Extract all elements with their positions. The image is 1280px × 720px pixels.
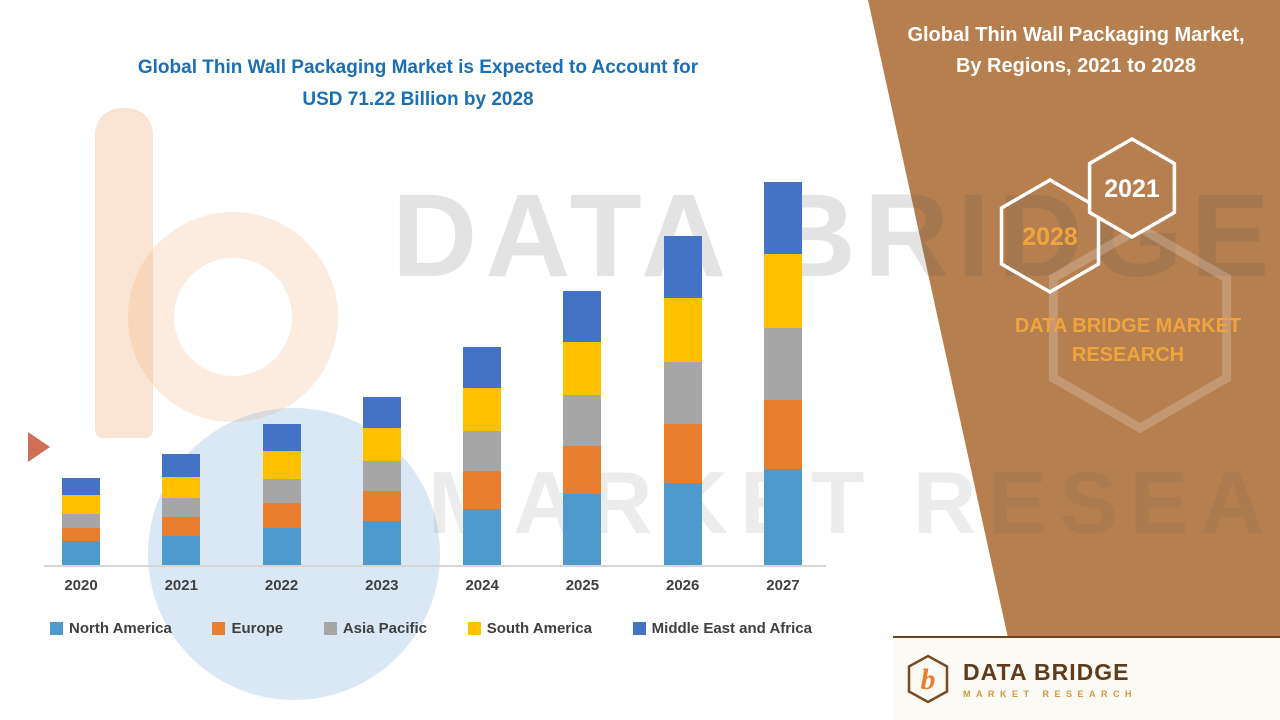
x-label-2025: 2025 bbox=[565, 577, 600, 594]
footer-strip: b DATA BRIDGE MARKET RESEARCH bbox=[893, 636, 1280, 720]
legend-item-south-america: South America bbox=[467, 620, 592, 637]
bar-segment-north-america-2025 bbox=[563, 494, 602, 565]
bar-segment-europe-2023 bbox=[362, 491, 401, 521]
watermark-logo-triangle bbox=[28, 432, 50, 462]
legend-label-middle-east-and-africa: Middle East and Africa bbox=[651, 620, 812, 637]
bar-segment-middle-east-and-africa-2022 bbox=[262, 423, 301, 452]
bar-segment-europe-2025 bbox=[563, 446, 602, 495]
bar-segment-middle-east-and-africa-2021 bbox=[162, 454, 201, 477]
bar-segment-north-america-2026 bbox=[663, 482, 702, 565]
x-axis-line bbox=[44, 565, 826, 567]
panel-brand-line1: DATA BRIDGE MARKET bbox=[1014, 315, 1242, 337]
bar-segment-south-america-2027 bbox=[763, 253, 802, 328]
legend-swatch-middle-east-and-africa bbox=[632, 622, 646, 635]
x-label-2024: 2024 bbox=[465, 577, 499, 594]
legend-label-europe: Europe bbox=[231, 620, 284, 637]
logo-hexagon-outline bbox=[907, 654, 949, 704]
legend-label-north-america: North America bbox=[69, 620, 172, 637]
bar-segment-south-america-2024 bbox=[463, 388, 502, 431]
x-label-2021: 2021 bbox=[164, 577, 198, 594]
bar-segment-middle-east-and-africa-2027 bbox=[763, 182, 802, 254]
bar-segment-asia-pacific-2022 bbox=[262, 478, 301, 504]
x-axis-labels: 2020 2021 2022 2023 2024 2025 2026 2027 bbox=[48, 577, 816, 594]
bar-segment-middle-east-and-africa-2025 bbox=[563, 291, 602, 343]
x-label-2027: 2027 bbox=[766, 577, 800, 594]
bar-segment-north-america-2022 bbox=[262, 527, 301, 565]
bar-segment-north-america-2020 bbox=[62, 541, 100, 565]
x-label-2022: 2022 bbox=[264, 577, 299, 594]
bar-2025 bbox=[563, 291, 602, 565]
panel-brand: DATA BRIDGE MARKET RESEARCH bbox=[977, 312, 1279, 370]
x-label-2023: 2023 bbox=[365, 577, 399, 594]
year-hexagons: 2028 2021 bbox=[999, 136, 1177, 295]
legend-item-middle-east-and-africa: Middle East and Africa bbox=[632, 620, 812, 637]
x-label-2026: 2026 bbox=[666, 577, 700, 594]
bar-segment-europe-2027 bbox=[763, 399, 802, 469]
bars-container bbox=[48, 182, 816, 565]
hexagon-2021-icon bbox=[1087, 136, 1177, 240]
bar-segment-asia-pacific-2021 bbox=[162, 497, 201, 517]
legend-swatch-north-america bbox=[50, 622, 63, 635]
bar-segment-middle-east-and-africa-2026 bbox=[663, 236, 702, 299]
bar-segment-south-america-2021 bbox=[162, 476, 201, 498]
bar-segment-north-america-2024 bbox=[463, 509, 502, 565]
footer-brand-block: DATA BRIDGE MARKET RESEARCH bbox=[963, 659, 1137, 699]
legend-item-europe: Europe bbox=[212, 620, 283, 637]
bar-segment-south-america-2025 bbox=[563, 342, 602, 396]
bar-segment-south-america-2020 bbox=[62, 495, 100, 515]
legend-label-asia-pacific: Asia Pacific bbox=[342, 620, 428, 637]
footer-brand-name: DATA BRIDGE bbox=[963, 659, 1130, 685]
chart-title-line2: USD 71.22 Billion by 2028 bbox=[302, 89, 534, 111]
bar-2024 bbox=[463, 347, 502, 565]
bar-segment-europe-2024 bbox=[463, 470, 502, 509]
bar-segment-europe-2020 bbox=[62, 527, 100, 542]
footer-brand-tagline: MARKET RESEARCH bbox=[963, 689, 1138, 699]
legend-swatch-europe bbox=[212, 622, 226, 635]
bar-segment-north-america-2027 bbox=[763, 469, 802, 565]
bar-2027 bbox=[763, 182, 802, 565]
panel-brand-line2: RESEARCH bbox=[1071, 344, 1185, 366]
bar-segment-middle-east-and-africa-2020 bbox=[62, 477, 100, 496]
hexagon-back-year-label: 2028 bbox=[1022, 223, 1078, 251]
data-bridge-logo-icon: b bbox=[907, 654, 949, 704]
x-label-2020: 2020 bbox=[64, 577, 98, 594]
bar-segment-asia-pacific-2026 bbox=[663, 361, 702, 424]
bar-segment-south-america-2023 bbox=[362, 427, 401, 461]
legend-swatch-south-america bbox=[467, 622, 481, 635]
hexagon-front-year-label: 2021 bbox=[1104, 175, 1160, 203]
chart-title: Global Thin Wall Packaging Market is Exp… bbox=[48, 52, 788, 117]
bar-2021 bbox=[162, 454, 201, 565]
legend-item-asia-pacific: Asia Pacific bbox=[323, 620, 428, 637]
bar-segment-middle-east-and-africa-2024 bbox=[463, 347, 502, 389]
bar-segment-europe-2022 bbox=[262, 503, 301, 528]
bar-segment-south-america-2022 bbox=[262, 451, 301, 479]
panel-heading-line2: By Regions, 2021 to 2028 bbox=[955, 55, 1197, 77]
legend-item-north-america: North America bbox=[50, 620, 172, 637]
bar-segment-south-america-2026 bbox=[663, 298, 702, 362]
bar-2020 bbox=[62, 477, 100, 565]
bar-segment-asia-pacific-2027 bbox=[763, 327, 802, 400]
chart-legend: North America Europe Asia Pacific South Ame… bbox=[50, 620, 812, 637]
bar-segment-asia-pacific-2023 bbox=[362, 460, 401, 492]
legend-label-south-america: South America bbox=[486, 620, 592, 637]
chart-title-line1: Global Thin Wall Packaging Market is Exp… bbox=[137, 57, 699, 78]
bar-segment-europe-2021 bbox=[162, 516, 201, 536]
bar-segment-north-america-2021 bbox=[162, 535, 201, 565]
bar-segment-middle-east-and-africa-2023 bbox=[362, 396, 401, 428]
bar-segment-europe-2026 bbox=[663, 423, 702, 483]
logo-b-glyph: b bbox=[921, 663, 936, 696]
bar-2026 bbox=[663, 236, 702, 565]
legend-swatch-asia-pacific bbox=[323, 622, 337, 635]
bar-2022 bbox=[262, 423, 301, 565]
panel-heading: Global Thin Wall Packaging Market, By Re… bbox=[880, 20, 1272, 82]
bar-segment-asia-pacific-2025 bbox=[563, 395, 602, 447]
stacked-bar-chart: 2020 2021 2022 2023 2024 2025 2026 2027 North A… bbox=[44, 182, 826, 637]
panel-heading-line1: Global Thin Wall Packaging Market, bbox=[907, 24, 1245, 46]
bar-2023 bbox=[362, 396, 401, 565]
bar-segment-asia-pacific-2020 bbox=[62, 514, 100, 528]
bar-segment-asia-pacific-2024 bbox=[463, 430, 502, 471]
bar-segment-north-america-2023 bbox=[362, 520, 401, 565]
